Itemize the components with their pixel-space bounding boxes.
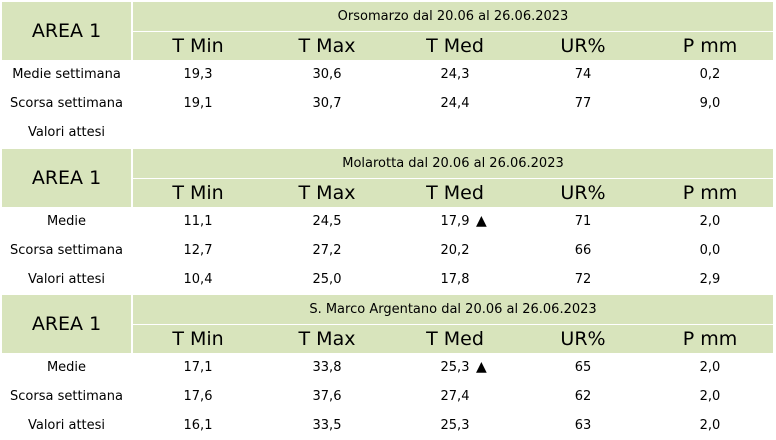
row-label: Medie settimana [12,67,121,82]
cell-tmax: 33,8 [312,360,342,375]
section-header-orsomarzo: AREA 1 Orsomarzo dal 20.06 al 26.06.2023… [2,2,773,60]
cell-tmed: 24,3 [440,67,470,82]
cell-ur: 71 [574,214,592,229]
row-label: Valori attesi [27,272,106,287]
cell-tmin: 16,1 [183,418,213,433]
col-header-ur: UR% [560,35,606,57]
cell-ur: 72 [574,272,592,287]
cell-ur: 65 [574,360,592,375]
cell-tmin: 17,6 [183,389,213,404]
col-header-tmin: T Min [172,328,224,350]
table-row: Medie 17,1 33,8 25,3 ▲ 65 2,0 [2,353,773,382]
col-header-pmm: P mm [682,35,738,57]
section-header-molarotta: AREA 1 Molarotta dal 20.06 al 26.06.2023… [2,149,773,207]
divider [131,149,133,207]
col-header-ur: UR% [560,182,606,204]
cell-tmin: 19,3 [183,67,213,82]
table-row: Valori attesi 10,4 25,0 17,8 72 2,9 [2,265,773,294]
cell-tmax: 37,6 [312,389,342,404]
area-label: AREA 1 [31,20,102,42]
up-triangle-icon: ▲ [476,359,487,375]
cell-tmax: 27,2 [312,243,342,258]
cell-tmed: 24,4 [440,96,470,111]
station-title: Molarotta dal 20.06 al 26.06.2023 [133,149,773,179]
table-row: Valori attesi [2,118,773,147]
cell-tmed: 27,4 [440,389,470,404]
col-header-tmax: T Max [298,35,356,57]
col-header-pmm: P mm [682,182,738,204]
table-row: Valori attesi 16,1 33,5 25,3 63 2,0 [2,411,773,440]
cell-pmm: 2,0 [699,360,721,375]
row-label: Scorsa settimana [10,243,123,258]
cell-tmin: 19,1 [183,96,213,111]
station-title: Orsomarzo dal 20.06 al 26.06.2023 [133,2,773,32]
cell-tmed: 17,9 [440,214,470,229]
cell-tmax: 30,6 [312,67,342,82]
col-header-pmm: P mm [682,328,738,350]
cell-tmin: 12,7 [183,243,213,258]
row-label: Medie [46,214,87,229]
cell-pmm: 2,0 [699,418,721,433]
station-title: S. Marco Argentano dal 20.06 al 26.06.20… [133,295,773,325]
col-header-tmax: T Max [298,182,356,204]
cell-ur: 63 [574,418,592,433]
cell-pmm: 0,0 [699,243,721,258]
row-label: Scorsa settimana [10,96,123,111]
row-label: Medie [46,360,87,375]
col-header-tmax: T Max [298,328,356,350]
cell-ur: 62 [574,389,592,404]
col-header-tmin: T Min [172,182,224,204]
col-header-tmin: T Min [172,35,224,57]
col-header-tmed: T Med [426,182,484,204]
cell-tmax: 25,0 [312,272,342,287]
cell-tmax: 30,7 [312,96,342,111]
cell-tmed: 25,3 [440,360,470,375]
up-triangle-icon: ▲ [476,213,487,229]
table-row: Scorsa settimana 17,6 37,6 27,4 62 2,0 [2,382,773,411]
table-row: Scorsa settimana 19,1 30,7 24,4 77 9,0 [2,89,773,118]
cell-pmm: 0,2 [699,67,721,82]
area-label: AREA 1 [31,313,102,335]
cell-tmin: 10,4 [183,272,213,287]
cell-pmm: 9,0 [699,96,721,111]
divider [131,2,133,60]
table-row: Medie 11,1 24,5 17,9 ▲ 71 2,0 [2,207,773,236]
row-label: Valori attesi [27,418,106,433]
cell-pmm: 2,9 [699,272,721,287]
row-label: Scorsa settimana [10,389,123,404]
cell-tmax: 33,5 [312,418,342,433]
col-header-tmed: T Med [426,35,484,57]
section-header-san-marco-argentano: AREA 1 S. Marco Argentano dal 20.06 al 2… [2,295,773,353]
table-row: Scorsa settimana 12,7 27,2 20,2 66 0,0 [2,236,773,265]
col-header-ur: UR% [560,328,606,350]
cell-tmed: 17,8 [440,272,470,287]
cell-tmin: 17,1 [183,360,213,375]
cell-tmax: 24,5 [312,214,342,229]
cell-tmed: 20,2 [440,243,470,258]
cell-tmed: 25,3 [440,418,470,433]
cell-pmm: 2,0 [699,214,721,229]
row-label: Valori attesi [27,125,106,140]
cell-pmm: 2,0 [699,389,721,404]
cell-ur: 66 [574,243,592,258]
col-header-tmed: T Med [426,328,484,350]
cell-ur: 74 [574,67,592,82]
cell-tmin: 11,1 [183,214,213,229]
table-row: Medie settimana 19,3 30,6 24,3 74 0,2 [2,60,773,89]
cell-ur: 77 [574,96,592,111]
divider [131,295,133,353]
area-label: AREA 1 [31,167,102,189]
